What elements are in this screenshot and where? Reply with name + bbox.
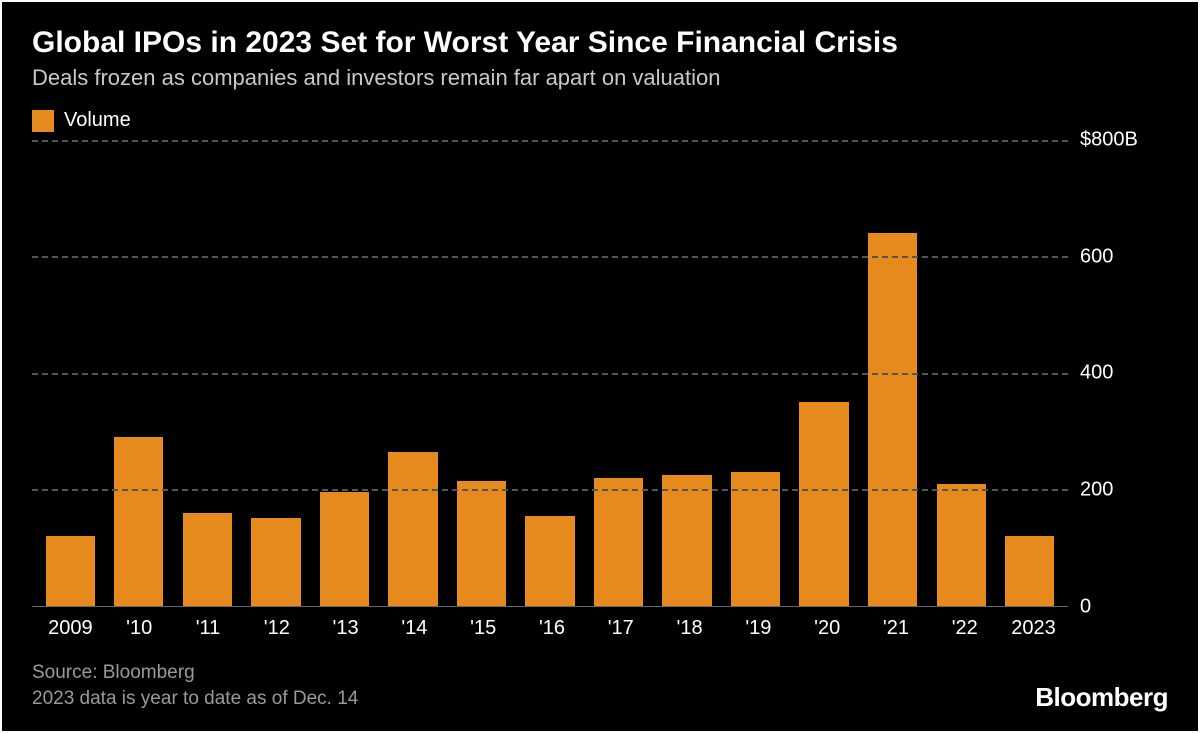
chart-title: Global IPOs in 2023 Set for Worst Year S… — [32, 26, 1168, 59]
bar — [799, 402, 848, 606]
x-axis: 2009'10'11'12'13'14'15'16'17'18'19'20'21… — [32, 617, 1168, 640]
y-tick-label: 400 — [1080, 362, 1113, 385]
chart-footer: Source: Bloomberg 2023 data is year to d… — [32, 660, 1168, 713]
chart-frame: Global IPOs in 2023 Set for Worst Year S… — [0, 0, 1200, 733]
y-tick-label: $800B — [1080, 129, 1138, 152]
plot — [32, 140, 1068, 607]
x-tick-label: '19 — [724, 617, 793, 640]
x-tick-label: '13 — [311, 617, 380, 640]
x-tick-label: 2009 — [36, 617, 105, 640]
plot-row: 0200400600$800B — [32, 140, 1168, 607]
x-tick-label: 2023 — [999, 617, 1068, 640]
y-axis: 0200400600$800B — [1068, 140, 1168, 607]
bar — [937, 484, 986, 606]
x-tick-label: '10 — [105, 617, 174, 640]
bar — [388, 452, 437, 606]
x-tick-label: '12 — [242, 617, 311, 640]
bar — [183, 513, 232, 606]
bar — [114, 437, 163, 606]
x-tick-label: '11 — [174, 617, 243, 640]
grid-line — [32, 489, 1068, 491]
x-tick-label: '16 — [518, 617, 587, 640]
bar — [251, 518, 300, 605]
legend-label: Volume — [64, 109, 131, 132]
x-tick-label: '21 — [862, 617, 931, 640]
bar — [594, 478, 643, 606]
bar — [525, 516, 574, 606]
bar — [868, 233, 917, 606]
x-tick-label: '18 — [655, 617, 724, 640]
grid-line — [32, 373, 1068, 375]
legend-swatch — [32, 110, 54, 132]
footer-text: Source: Bloomberg 2023 data is year to d… — [32, 660, 358, 713]
bar — [1005, 536, 1054, 606]
bar — [46, 536, 95, 606]
bar — [662, 475, 711, 606]
grid-line — [32, 140, 1068, 142]
chart-legend: Volume — [32, 109, 1168, 132]
x-tick-label: '17 — [586, 617, 655, 640]
y-tick-label: 0 — [1080, 595, 1091, 618]
bar — [731, 472, 780, 606]
chart-area: 0200400600$800B 2009'10'11'12'13'14'15'1… — [32, 140, 1168, 640]
y-tick-label: 600 — [1080, 245, 1113, 268]
grid-line — [32, 256, 1068, 258]
bar — [457, 481, 506, 606]
brand-logo: Bloomberg — [1035, 682, 1168, 713]
source-line: Source: Bloomberg — [32, 660, 358, 687]
x-tick-label: '14 — [380, 617, 449, 640]
bar — [320, 492, 369, 606]
x-tick-label: '15 — [449, 617, 518, 640]
x-tick-label: '22 — [930, 617, 999, 640]
x-tick-label: '20 — [793, 617, 862, 640]
y-tick-label: 200 — [1080, 479, 1113, 502]
note-line: 2023 data is year to date as of Dec. 14 — [32, 686, 358, 713]
chart-subtitle: Deals frozen as companies and investors … — [32, 65, 1168, 91]
